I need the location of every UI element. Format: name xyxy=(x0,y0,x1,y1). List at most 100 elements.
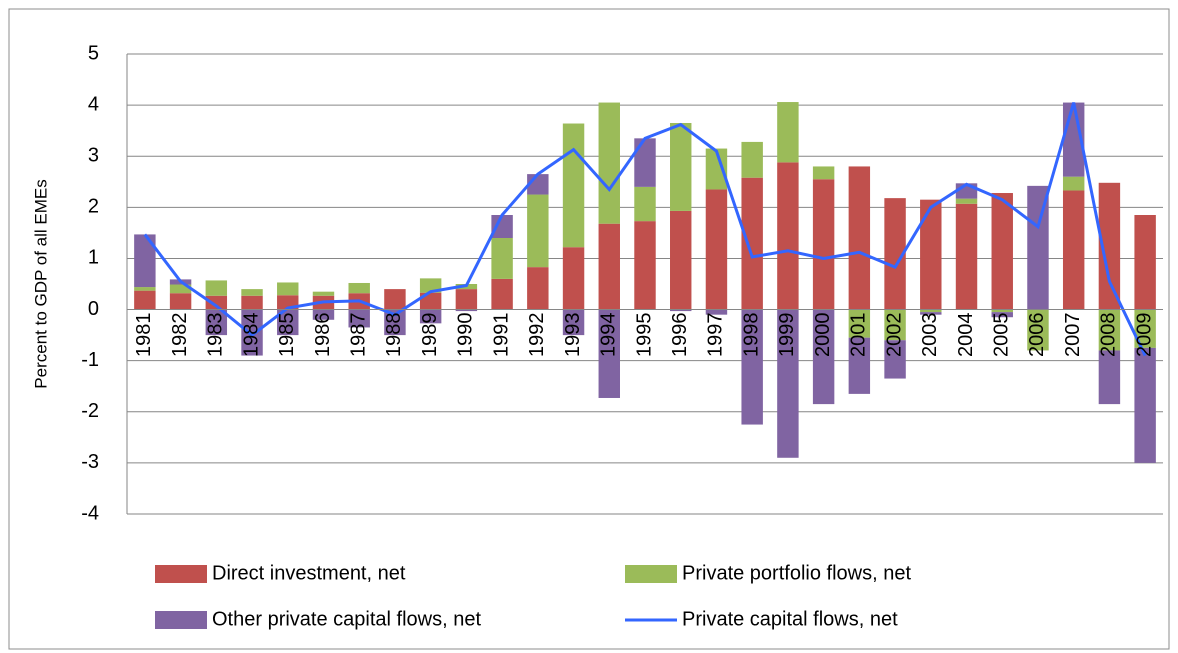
bar xyxy=(812,309,835,405)
x-tick-label: 1998 xyxy=(740,313,762,358)
x-tick-label: 1996 xyxy=(669,313,691,358)
legend-label: Other private capital flows, net xyxy=(212,608,481,630)
x-tick-label: 2007 xyxy=(1062,313,1084,358)
bar xyxy=(1027,309,1049,351)
bar xyxy=(777,102,799,163)
bar xyxy=(455,289,478,310)
x-tick-label: 1999 xyxy=(776,313,798,358)
x-tick-label: 1990 xyxy=(455,313,477,358)
x-tick-label: 2009 xyxy=(1133,313,1155,358)
bar xyxy=(348,309,370,328)
bar xyxy=(705,309,728,315)
bar xyxy=(1098,182,1121,310)
bar xyxy=(562,123,585,248)
bar xyxy=(991,193,1013,310)
x-tick-label: 2006 xyxy=(1026,313,1048,358)
y-axis-label: Percent to GDP of all EMEs xyxy=(31,179,50,388)
y-tick-label: -1 xyxy=(81,349,99,371)
bar xyxy=(670,210,692,310)
bar xyxy=(848,166,871,310)
bar xyxy=(562,309,585,336)
y-tick-label: -3 xyxy=(81,451,99,473)
bar xyxy=(955,203,978,310)
x-tick-label: 1988 xyxy=(383,313,405,358)
x-tick-label: 1983 xyxy=(205,313,227,358)
bar xyxy=(1134,309,1156,348)
bar xyxy=(670,123,692,211)
bar xyxy=(419,292,442,310)
bar xyxy=(1062,176,1085,191)
legend-swatch xyxy=(155,565,207,583)
legend-label: Private capital flows, net xyxy=(682,608,898,630)
x-tick-label: 1985 xyxy=(276,313,298,358)
bar xyxy=(241,309,263,356)
x-tick-label: 2003 xyxy=(919,313,941,358)
line xyxy=(143,102,1147,357)
x-tick-label: 1989 xyxy=(419,313,441,358)
bar xyxy=(312,309,335,320)
x-tick-label: 1984 xyxy=(240,313,262,358)
x-tick-label: 2001 xyxy=(848,313,870,358)
bar xyxy=(384,309,406,336)
bar xyxy=(705,189,728,310)
bar xyxy=(562,247,585,310)
bar xyxy=(598,223,620,310)
bar xyxy=(1027,185,1049,310)
bar xyxy=(169,284,192,294)
x-tick-label: 1992 xyxy=(526,313,548,358)
bar xyxy=(634,138,656,187)
x-tick-label: 1982 xyxy=(169,313,191,358)
bar xyxy=(705,148,728,190)
x-tick-label: 2002 xyxy=(883,313,905,358)
bar xyxy=(1062,190,1085,310)
bar xyxy=(455,309,478,312)
bar xyxy=(241,295,263,310)
bar xyxy=(670,309,692,312)
y-tick-label: 4 xyxy=(88,93,99,115)
x-tick-label: 1991 xyxy=(490,313,512,358)
y-tick-label: 2 xyxy=(88,196,99,218)
bar xyxy=(848,309,871,338)
y-tick-label: -2 xyxy=(81,400,99,422)
bar xyxy=(134,287,156,291)
bar xyxy=(491,215,513,238)
y-tick-label: 0 xyxy=(88,298,99,320)
x-tick-label: 1981 xyxy=(133,313,155,358)
x-tick-label: 2000 xyxy=(812,313,834,358)
x-tick-label: 1994 xyxy=(598,313,620,358)
bar xyxy=(348,282,370,294)
bar xyxy=(920,312,942,315)
legend-swatch xyxy=(155,611,207,629)
bar xyxy=(169,293,192,310)
y-tick-label: -4 xyxy=(81,502,99,524)
bar xyxy=(419,309,442,324)
bar xyxy=(1134,215,1156,310)
bar xyxy=(920,199,942,310)
x-tick-label: 1995 xyxy=(633,313,655,358)
bar xyxy=(277,309,299,336)
bar xyxy=(884,340,906,379)
bar xyxy=(741,177,763,310)
bar xyxy=(1134,347,1156,463)
bar xyxy=(598,309,620,398)
x-tick-label: 1986 xyxy=(312,313,334,358)
bar xyxy=(419,278,442,293)
x-tick-label: 2008 xyxy=(1098,313,1120,358)
bar xyxy=(527,194,549,268)
bar xyxy=(741,141,763,178)
bar xyxy=(884,198,906,310)
bar xyxy=(634,221,656,310)
bar xyxy=(491,238,513,279)
bar xyxy=(277,282,299,296)
bar xyxy=(741,309,763,425)
y-tick-label: 3 xyxy=(88,145,99,167)
bar xyxy=(848,337,871,394)
bar xyxy=(812,179,835,310)
legend-label: Private portfolio flows, net xyxy=(682,562,911,584)
bar xyxy=(884,309,906,341)
y-tick-label: 5 xyxy=(88,42,99,64)
bar xyxy=(384,289,406,310)
bar xyxy=(812,166,835,180)
bar xyxy=(634,186,656,222)
